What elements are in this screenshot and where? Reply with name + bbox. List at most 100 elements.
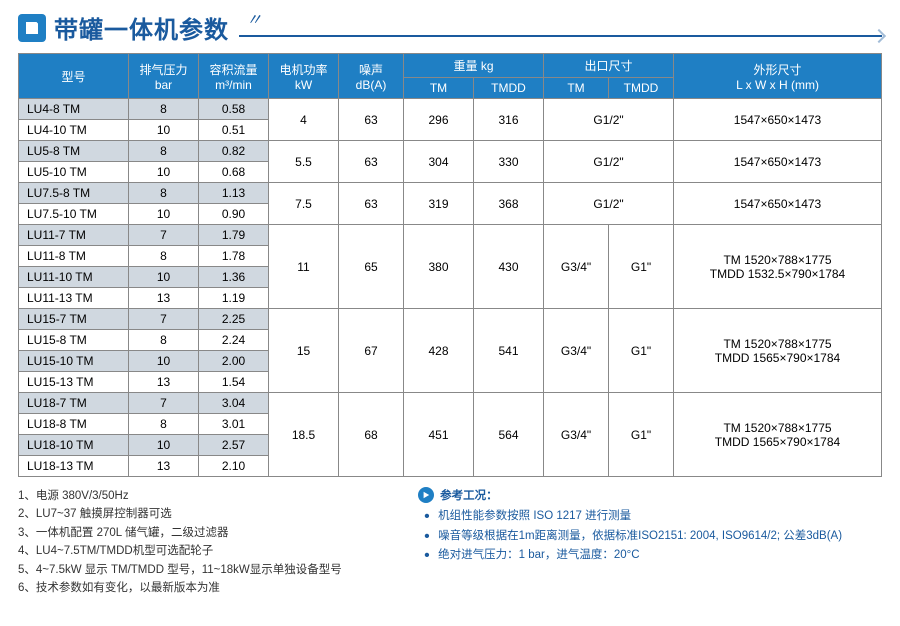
cell-model: LU11-13 TM (19, 288, 129, 309)
cell-flow: 1.79 (199, 225, 269, 246)
cell-outlet-tmdd: G1" (609, 225, 674, 309)
cell-flow: 0.82 (199, 141, 269, 162)
reference-list: 机组性能参数按照 ISO 1217 进行测量噪音等级根据在1m距离测量，依据标准… (418, 507, 882, 566)
reference-item: 噪音等级根据在1m距离测量，依据标准ISO2151: 2004, ISO9614… (438, 527, 882, 547)
col-flow: 容积流量m³/min (199, 54, 269, 99)
cell-outlet-tmdd: G1" (609, 309, 674, 393)
cell-noise: 63 (339, 183, 404, 225)
col-weight: 重量 kg (404, 54, 544, 78)
cell-model: LU11-10 TM (19, 267, 129, 288)
cell-weight-tmdd: 430 (474, 225, 544, 309)
col-pressure: 排气压力bar (129, 54, 199, 99)
cell-model: LU15-8 TM (19, 330, 129, 351)
cell-flow: 2.10 (199, 456, 269, 477)
cell-pressure: 10 (129, 162, 199, 183)
table-body: LU4-8 TM80.58463296316G1/2"1547×650×1473… (19, 99, 882, 477)
cell-weight-tmdd: 564 (474, 393, 544, 477)
cell-pressure: 13 (129, 288, 199, 309)
cell-model: LU11-7 TM (19, 225, 129, 246)
cell-power: 7.5 (269, 183, 339, 225)
footer-section: 1、电源 380V/3/50Hz2、LU7~37 触摸屏控制器可选3、一体机配置… (18, 487, 882, 597)
reference-title: 参考工况： (440, 487, 498, 503)
col-weight-tm: TM (404, 78, 474, 99)
title-underline (239, 35, 882, 37)
cell-flow: 1.54 (199, 372, 269, 393)
col-outlet: 出口尺寸 (544, 54, 674, 78)
cell-outlet-tm: G3/4" (544, 393, 609, 477)
cell-power: 4 (269, 99, 339, 141)
col-dims: 外形尺寸L x W x H (mm) (674, 54, 882, 99)
play-icon (418, 487, 434, 503)
cell-dims: 1547×650×1473 (674, 141, 882, 183)
table-row: LU4-8 TM80.58463296316G1/2"1547×650×1473 (19, 99, 882, 120)
cell-outlet: G1/2" (544, 183, 674, 225)
col-power: 电机功率kW (269, 54, 339, 99)
cell-model: LU5-10 TM (19, 162, 129, 183)
note-line: 4、LU4~7.5TM/TMDD机型可选配轮子 (18, 542, 398, 560)
cell-weight-tmdd: 541 (474, 309, 544, 393)
cell-weight-tm: 296 (404, 99, 474, 141)
table-row: LU7.5-8 TM81.137.563319368G1/2"1547×650×… (19, 183, 882, 204)
cell-weight-tm: 304 (404, 141, 474, 183)
cell-flow: 3.04 (199, 393, 269, 414)
title-accent: 〃 (246, 6, 262, 30)
cell-pressure: 10 (129, 351, 199, 372)
cell-power: 11 (269, 225, 339, 309)
cell-model: LU15-13 TM (19, 372, 129, 393)
cell-dims: TM 1520×788×1775TMDD 1565×790×1784 (674, 309, 882, 393)
reference-item: 绝对进气压力：1 bar，进气温度：20°C (438, 546, 882, 566)
cell-pressure: 7 (129, 225, 199, 246)
table-row: LU15-7 TM72.251567428541G3/4"G1"TM 1520×… (19, 309, 882, 330)
cell-model: LU4-8 TM (19, 99, 129, 120)
cell-pressure: 8 (129, 99, 199, 120)
document-icon (18, 14, 46, 42)
cell-outlet: G1/2" (544, 141, 674, 183)
cell-flow: 1.78 (199, 246, 269, 267)
cell-pressure: 10 (129, 267, 199, 288)
cell-noise: 63 (339, 99, 404, 141)
cell-noise: 67 (339, 309, 404, 393)
col-outlet-tm: TM (544, 78, 609, 99)
cell-outlet-tm: G3/4" (544, 225, 609, 309)
reference-section: 参考工况： 机组性能参数按照 ISO 1217 进行测量噪音等级根据在1m距离测… (398, 487, 882, 597)
cell-flow: 0.68 (199, 162, 269, 183)
cell-outlet-tmdd: G1" (609, 393, 674, 477)
note-line: 6、技术参数如有变化，以最新版本为准 (18, 579, 398, 597)
note-line: 2、LU7~37 触摸屏控制器可选 (18, 505, 398, 523)
cell-pressure: 8 (129, 246, 199, 267)
cell-noise: 65 (339, 225, 404, 309)
reference-title-row: 参考工况： (418, 487, 882, 503)
cell-flow: 2.25 (199, 309, 269, 330)
cell-power: 15 (269, 309, 339, 393)
col-noise: 噪声dB(A) (339, 54, 404, 99)
cell-flow: 0.51 (199, 120, 269, 141)
cell-weight-tm: 319 (404, 183, 474, 225)
table-row: LU5-8 TM80.825.563304330G1/2"1547×650×14… (19, 141, 882, 162)
cell-pressure: 10 (129, 120, 199, 141)
cell-pressure: 13 (129, 372, 199, 393)
note-line: 3、一体机配置 270L 储气罐，二级过滤器 (18, 524, 398, 542)
cell-outlet-tm: G3/4" (544, 309, 609, 393)
cell-pressure: 8 (129, 330, 199, 351)
cell-pressure: 7 (129, 309, 199, 330)
cell-noise: 68 (339, 393, 404, 477)
table-header: 型号 排气压力bar 容积流量m³/min 电机功率kW 噪声dB(A) 重量 … (19, 54, 882, 99)
cell-flow: 0.90 (199, 204, 269, 225)
cell-dims: 1547×650×1473 (674, 99, 882, 141)
reference-item: 机组性能参数按照 ISO 1217 进行测量 (438, 507, 882, 527)
cell-weight-tmdd: 330 (474, 141, 544, 183)
table-row: LU11-7 TM71.791165380430G3/4"G1"TM 1520×… (19, 225, 882, 246)
page-title: 带罐一体机参数 (54, 10, 229, 45)
cell-model: LU18-13 TM (19, 456, 129, 477)
cell-flow: 0.58 (199, 99, 269, 120)
cell-flow: 2.00 (199, 351, 269, 372)
params-table: 型号 排气压力bar 容积流量m³/min 电机功率kW 噪声dB(A) 重量 … (18, 53, 882, 477)
cell-noise: 63 (339, 141, 404, 183)
cell-pressure: 8 (129, 414, 199, 435)
note-line: 1、电源 380V/3/50Hz (18, 487, 398, 505)
cell-model: LU11-8 TM (19, 246, 129, 267)
cell-pressure: 13 (129, 456, 199, 477)
cell-model: LU5-8 TM (19, 141, 129, 162)
cell-model: LU18-8 TM (19, 414, 129, 435)
cell-model: LU18-7 TM (19, 393, 129, 414)
